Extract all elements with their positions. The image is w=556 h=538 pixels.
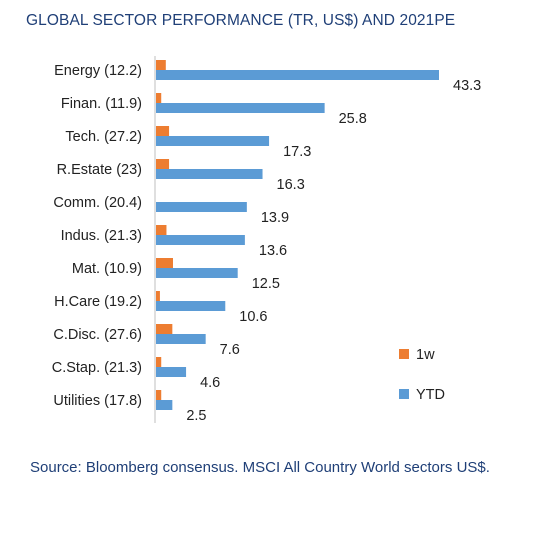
category-label: C.Disc. (27.6): [53, 327, 142, 343]
bar-1w: [156, 225, 167, 235]
bar-ytd: [156, 103, 325, 113]
bar-ytd: [156, 367, 187, 377]
category-label: Mat. (10.9): [72, 261, 142, 277]
category-label: Energy (12.2): [54, 63, 142, 79]
bar-1w: [156, 357, 162, 367]
data-label-ytd: 25.8: [339, 111, 367, 127]
category-label: Finan. (11.9): [61, 96, 142, 112]
category-label: Comm. (20.4): [53, 195, 142, 211]
data-label-ytd: 43.3: [453, 78, 481, 94]
bar-ytd: [156, 334, 206, 344]
bar-1w: [156, 258, 173, 268]
chart-title: GLOBAL SECTOR PERFORMANCE (TR, US$) AND …: [26, 12, 456, 29]
data-label-ytd: 13.9: [261, 210, 289, 226]
category-label: Utilities (17.8): [53, 393, 142, 409]
legend-swatch-ytd: [399, 389, 409, 399]
bar-ytd: [156, 268, 238, 278]
bar-1w: [156, 60, 166, 70]
category-label: R.Estate (23): [57, 162, 142, 178]
bar-ytd: [156, 202, 247, 212]
category-labels: Energy (12.2) Finan. (11.9) Tech. (27.2) R.…: [52, 63, 142, 409]
data-labels: 43.3 25.8 17.3 16.3 13.9 13.6 12.5 10.6 7.6 4.6 2.…: [186, 78, 481, 424]
data-label-ytd: 16.3: [277, 177, 305, 193]
bar-1w: [156, 324, 173, 334]
data-label-ytd: 2.5: [186, 408, 206, 424]
bar-ytd: [156, 169, 263, 179]
bar-1w: [156, 93, 162, 103]
legend-label-1w: 1w: [416, 347, 435, 363]
legend: 1w YTD: [399, 347, 445, 403]
category-label: C.Stap. (21.3): [52, 360, 142, 376]
data-label-ytd: 10.6: [239, 309, 267, 325]
source-note: Source: Bloomberg consensus. MSCI All Co…: [30, 459, 490, 476]
category-label: H.Care (19.2): [54, 294, 142, 310]
category-label: Tech. (27.2): [65, 129, 142, 145]
data-label-ytd: 13.6: [259, 243, 287, 259]
bar-ytd: [156, 301, 226, 311]
data-label-ytd: 4.6: [200, 375, 220, 391]
data-label-ytd: 17.3: [283, 144, 311, 160]
bar-ytd: [156, 400, 173, 410]
legend-swatch-1w: [399, 349, 409, 359]
bar-1w: [156, 291, 160, 301]
bar-chart: Energy (12.2) Finan. (11.9) Tech. (27.2) R.…: [52, 56, 481, 424]
category-label: Indus. (21.3): [61, 228, 142, 244]
bar-1w: [156, 159, 170, 169]
bar-1w: [156, 126, 170, 136]
bar-ytd: [156, 136, 270, 146]
bar-1w: [156, 390, 162, 400]
legend-label-ytd: YTD: [416, 387, 445, 403]
bar-ytd: [156, 235, 245, 245]
bar-ytd: [156, 70, 439, 80]
bars: [156, 60, 439, 410]
data-label-ytd: 7.6: [220, 342, 240, 358]
data-label-ytd: 12.5: [252, 276, 280, 292]
